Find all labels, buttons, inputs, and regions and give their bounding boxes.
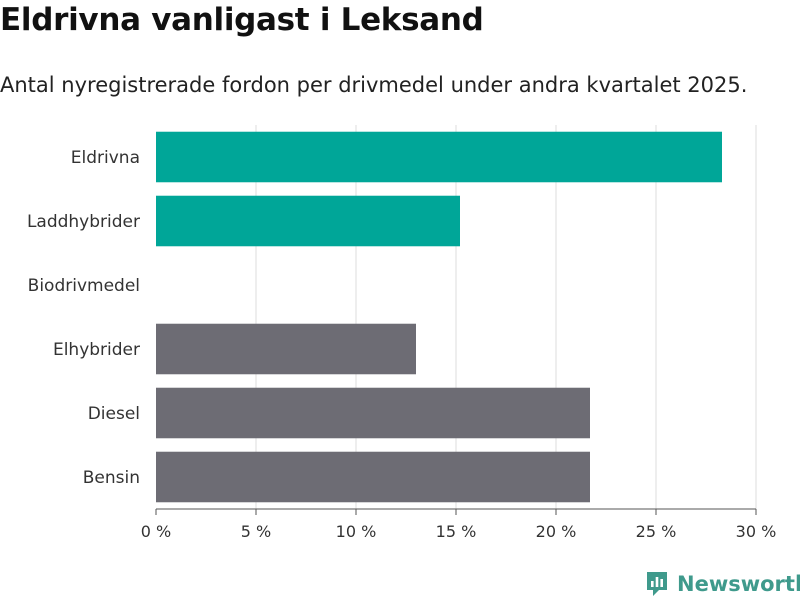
category-label: Diesel <box>88 404 140 424</box>
x-tick-label: 25 % <box>636 522 677 541</box>
category-label: Eldrivna <box>71 148 140 168</box>
category-label: Elhybrider <box>53 340 140 360</box>
category-label: Biodrivmedel <box>28 276 140 296</box>
x-tick-label: 5 % <box>241 522 271 541</box>
category-label: Laddhybrider <box>27 212 140 232</box>
x-tick-label: 15 % <box>436 522 477 541</box>
x-tick-label: 10 % <box>336 522 377 541</box>
bar <box>156 323 416 375</box>
x-tick-label: 20 % <box>536 522 577 541</box>
category-label: Bensin <box>83 468 140 488</box>
newsworthy-logo-icon <box>647 572 667 596</box>
brand-name: Newsworthy <box>677 572 800 596</box>
chart-title: Eldrivna vanligast i Leksand <box>0 2 484 38</box>
bar <box>156 131 722 183</box>
bar-chart: Eldrivna Laddhybrider Biodrivmedel Elhybrid… <box>27 125 777 541</box>
bar <box>156 387 590 439</box>
bar <box>156 451 590 503</box>
brand-logo: Newsworthy <box>645 570 800 598</box>
chart-subtitle: Antal nyregistrerade fordon per drivmede… <box>0 73 748 97</box>
bar <box>156 195 460 247</box>
x-tick-label: 30 % <box>736 522 777 541</box>
x-tick-label: 0 % <box>141 522 171 541</box>
